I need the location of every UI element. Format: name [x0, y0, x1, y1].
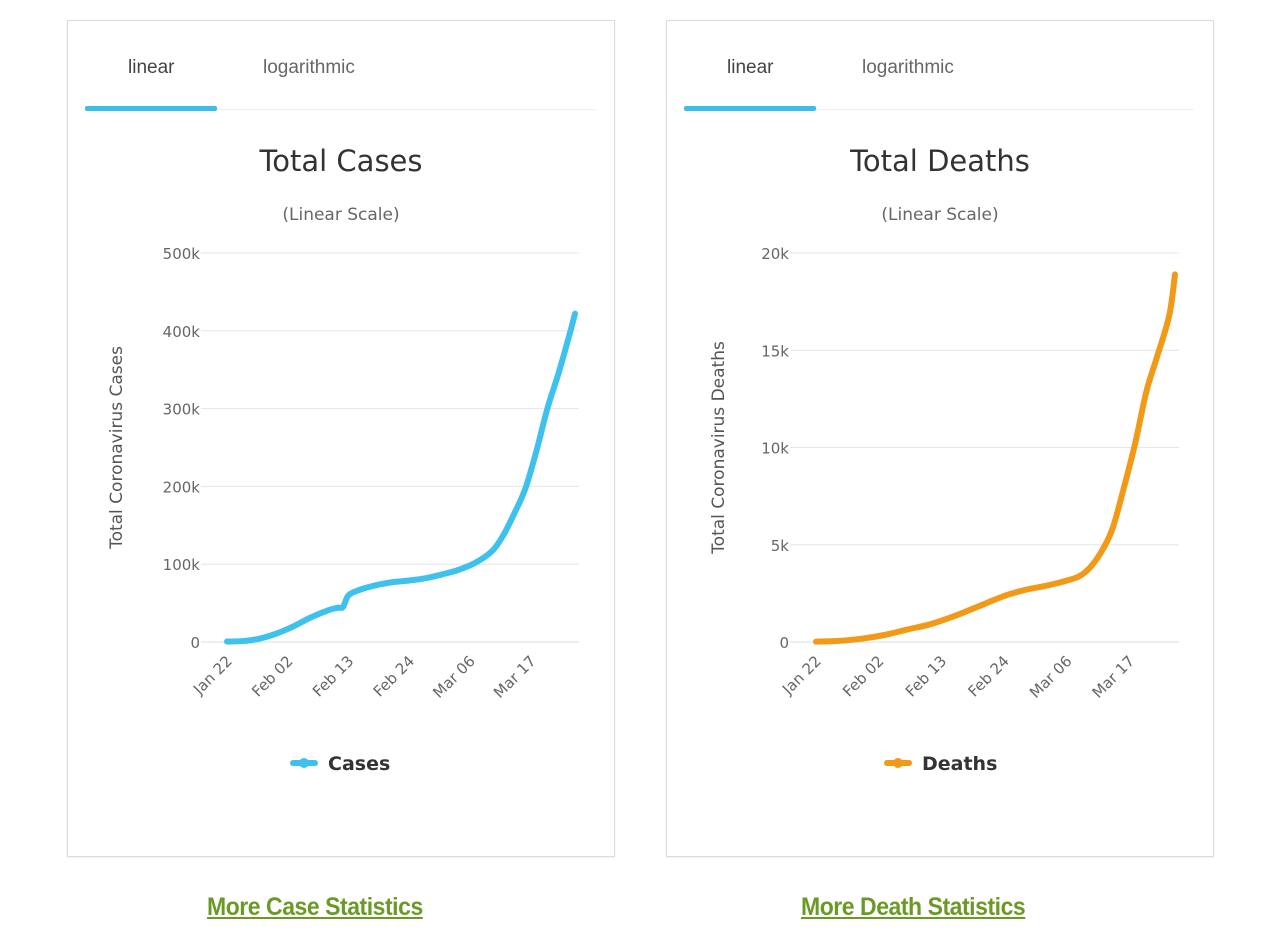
x-tick-label: Feb 24 — [964, 652, 1012, 700]
x-tick-label: Mar 06 — [429, 652, 479, 702]
x-tick-label: Jan 22 — [189, 652, 236, 699]
active-tab-indicator — [85, 106, 217, 111]
x-tick-label: Feb 02 — [248, 652, 296, 700]
legend-label: Deaths — [922, 753, 997, 775]
x-tick-label: Feb 13 — [309, 652, 357, 700]
x-tick-label: Jan 22 — [778, 652, 825, 699]
x-tick-label: Feb 02 — [839, 652, 887, 700]
x-tick-label: Mar 17 — [1089, 652, 1139, 702]
cases-chart-card: linear logarithmic Total Cases (Linear Sc… — [67, 20, 615, 857]
y-tick-label: 300k — [163, 401, 201, 419]
cases-chart: Total Cases (Linear Scale) 0 100k 200k 300k 40… — [107, 144, 579, 775]
tab-linear[interactable]: linear — [727, 57, 774, 78]
x-tick-label: Mar 17 — [490, 652, 540, 702]
legend-item[interactable]: Deaths — [884, 753, 997, 775]
series-line-deaths — [813, 271, 1178, 645]
chart-subtitle: (Linear Scale) — [282, 205, 399, 225]
legend-label: Cases — [328, 753, 390, 775]
chart-title: Total Cases — [258, 144, 422, 178]
x-tick-label: Mar 06 — [1026, 652, 1076, 702]
y-tick-label: 20k — [761, 245, 789, 263]
legend-marker-icon — [893, 758, 903, 768]
y-tick-label: 500k — [163, 245, 201, 263]
y-tick-label: 0 — [190, 634, 200, 652]
series-line-cases — [224, 310, 578, 645]
chart-subtitle: (Linear Scale) — [881, 205, 998, 225]
y-tick-label: 200k — [163, 478, 201, 496]
y-tick-label: 15k — [761, 342, 789, 360]
deaths-chart: Total Deaths (Linear Scale) 0 5k 10k 15k 20k To… — [709, 144, 1179, 775]
tab-logarithmic[interactable]: logarithmic — [263, 57, 355, 78]
scale-tabs: linear logarithmic — [85, 57, 595, 111]
y-axis-label: Total Coronavirus Deaths — [709, 341, 729, 555]
chart-title: Total Deaths — [849, 144, 1030, 178]
y-tick-label: 10k — [761, 440, 789, 458]
y-axis-label: Total Coronavirus Cases — [107, 346, 127, 550]
y-tick-label: 400k — [163, 323, 201, 341]
y-tick-label: 5k — [771, 537, 790, 555]
more-case-statistics-link[interactable]: More Case Statistics — [207, 893, 423, 921]
y-tick-label: 0 — [779, 634, 789, 652]
x-tick-label: Feb 24 — [370, 652, 418, 700]
legend-item[interactable]: Cases — [290, 753, 390, 775]
tab-linear[interactable]: linear — [128, 57, 175, 78]
scale-tabs: linear logarithmic — [684, 57, 1194, 111]
legend-marker-icon — [299, 758, 309, 768]
active-tab-indicator — [684, 106, 816, 111]
tab-logarithmic[interactable]: logarithmic — [862, 57, 954, 78]
y-tick-label: 100k — [163, 556, 201, 574]
deaths-chart-card: linear logarithmic Total Deaths (Linear S… — [666, 20, 1214, 857]
more-death-statistics-link[interactable]: More Death Statistics — [801, 893, 1026, 921]
x-tick-label: Feb 13 — [902, 652, 950, 700]
